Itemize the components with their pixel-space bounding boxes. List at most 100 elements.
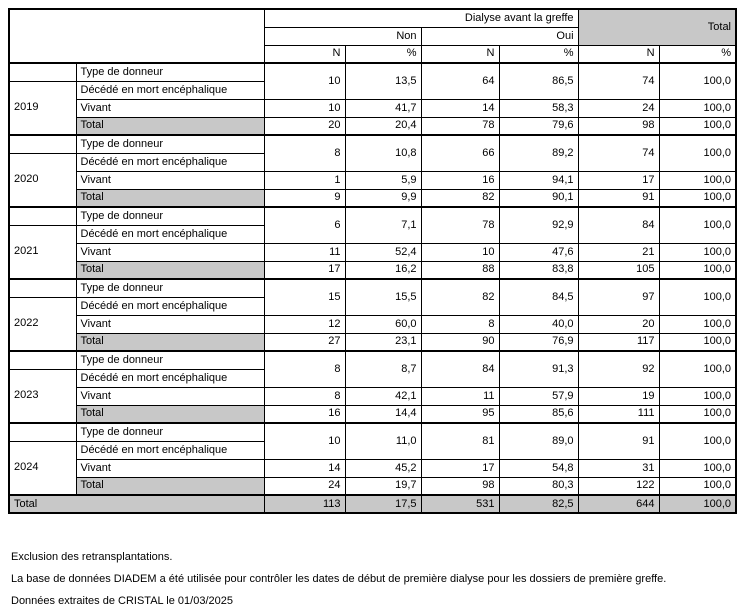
row-label-living: Vivant xyxy=(75,170,265,190)
deceased-data-cell: 84 xyxy=(420,350,500,388)
living-data-cell: 10 xyxy=(420,242,500,262)
table-row: Vivant 12 60,0 8 40,0 20 100,0 xyxy=(9,314,737,334)
n-header: N xyxy=(420,44,500,64)
footnotes: Exclusion des retransplantations. La bas… xyxy=(11,551,731,615)
living-data-cell: 20 xyxy=(577,314,660,334)
year-total-data-cell: 100,0 xyxy=(658,116,737,136)
row-label-deceased: Décédé en mort encéphalique xyxy=(75,152,265,172)
year-total-data-cell: 98 xyxy=(577,116,660,136)
deceased-data-cell: 86,5 xyxy=(498,62,579,100)
table-header: Dialyse avant la greffe Total Non Oui N … xyxy=(8,8,737,64)
year-total-data-cell: 85,6 xyxy=(498,404,579,424)
living-data-cell: 8 xyxy=(263,386,346,406)
year-total-data-cell: 100,0 xyxy=(658,404,737,424)
footnote-extraction-date: Données extraites de CRISTAL le 01/03/20… xyxy=(11,595,233,607)
header-row-measures: N % N % N % xyxy=(9,44,737,64)
table-body: Type de donneur 10 13,5 64 86,5 74 100,0 2019 Dé… xyxy=(8,62,737,514)
row-label-year-total: Total xyxy=(75,188,265,208)
table-row: Type de donneur 15 15,5 82 84,5 97 100,0 xyxy=(8,278,737,316)
oui-column-header: Oui xyxy=(420,26,579,46)
deceased-data-cell: 8 xyxy=(263,350,346,388)
non-column-header: Non xyxy=(263,26,422,46)
row-label-living: Vivant xyxy=(75,458,265,478)
year-total-data-cell: 9 xyxy=(263,188,346,208)
year-total-data-cell: 14,4 xyxy=(344,404,422,424)
row-label-type-de-donneur: Type de donneur xyxy=(75,206,265,226)
year-total-data-cell: 90,1 xyxy=(498,188,579,208)
row-label-year-total: Total xyxy=(75,476,265,496)
deceased-data-cell: 84 xyxy=(577,206,660,244)
deceased-data-cell: 6 xyxy=(263,206,346,244)
deceased-data-cell: 15,5 xyxy=(344,278,422,316)
deceased-data-cell: 82 xyxy=(420,278,500,316)
deceased-data-cell: 8 xyxy=(263,134,346,172)
living-data-cell: 19 xyxy=(577,386,660,406)
row-label-deceased: Décédé en mort encéphalique xyxy=(75,440,265,460)
header-row-group: Dialyse avant la greffe Total xyxy=(8,8,737,64)
living-data-cell: 42,1 xyxy=(344,386,422,406)
footnote-diadem: La base de données DIADEM a été utilisée… xyxy=(11,573,667,585)
living-data-cell: 58,3 xyxy=(498,98,579,118)
pct-header: % xyxy=(344,44,422,64)
table-row: Type de donneur 6 7,1 78 92,9 84 100,0 xyxy=(8,206,737,244)
table-row: Total 17 16,2 88 83,8 105 100,0 xyxy=(9,260,737,280)
table-row: 2021 Décédé en mort encéphalique xyxy=(8,224,736,280)
grand-total-data-cell: 82,5 xyxy=(498,494,579,514)
year-total-data-cell: 79,6 xyxy=(498,116,579,136)
table-row: Vivant 14 45,2 17 54,8 31 100,0 xyxy=(9,458,737,478)
deceased-data-cell: 89,0 xyxy=(498,422,579,460)
row-label-living: Vivant xyxy=(75,386,265,406)
n-header: N xyxy=(577,44,660,64)
living-data-cell: 17 xyxy=(420,458,500,478)
living-data-cell: 41,7 xyxy=(344,98,422,118)
table-row: Vivant 11 52,4 10 47,6 21 100,0 xyxy=(9,242,737,262)
year-total-data-cell: 20 xyxy=(263,116,346,136)
living-data-cell: 10 xyxy=(263,98,346,118)
deceased-data-cell: 92,9 xyxy=(498,206,579,244)
table-row: Total 9 9,9 82 90,1 91 100,0 xyxy=(9,188,737,208)
grand-total-data-cell: 113 xyxy=(263,494,346,514)
row-label-type-de-donneur: Type de donneur xyxy=(75,62,265,82)
year-total-data-cell: 98 xyxy=(420,476,500,496)
column-group-header: Dialyse avant la greffe xyxy=(263,8,579,28)
corner-cell xyxy=(8,8,265,64)
year-total-data-cell: 100,0 xyxy=(658,332,737,352)
grand-total-data-cell: 644 xyxy=(577,494,660,514)
deceased-data-cell: 89,2 xyxy=(498,134,579,172)
deceased-data-cell: 10 xyxy=(263,422,346,460)
deceased-data-cell: 11,0 xyxy=(344,422,422,460)
deceased-data-cell: 100,0 xyxy=(658,134,737,172)
row-label-deceased: Décédé en mort encéphalique xyxy=(75,296,265,316)
year-total-data-cell: 20,4 xyxy=(344,116,422,136)
year-label: 2020 xyxy=(8,152,77,208)
year-total-data-cell: 16,2 xyxy=(344,260,422,280)
row-label-year-total: Total xyxy=(75,260,265,280)
grand-total-data-cell: 100,0 xyxy=(658,494,737,514)
row-label-deceased: Décédé en mort encéphalique xyxy=(75,368,265,388)
year-spacer-cell xyxy=(8,278,77,298)
deceased-data-cell: 81 xyxy=(420,422,500,460)
living-data-cell: 94,1 xyxy=(498,170,579,190)
table-row: Total 113 17,5 531 82,5 644 100,0 xyxy=(8,494,737,514)
living-data-cell: 54,8 xyxy=(498,458,579,478)
table-row: Type de donneur 8 8,7 84 91,3 92 100,0 xyxy=(8,350,737,388)
deceased-data-cell: 78 xyxy=(420,206,500,244)
living-data-cell: 100,0 xyxy=(658,458,737,478)
year-total-data-cell: 122 xyxy=(577,476,660,496)
deceased-data-cell: 100,0 xyxy=(658,422,737,460)
deceased-data-cell: 91,3 xyxy=(498,350,579,388)
row-label-type-de-donneur: Type de donneur xyxy=(75,350,265,370)
living-data-cell: 11 xyxy=(263,242,346,262)
deceased-data-cell: 10,8 xyxy=(344,134,422,172)
n-header: N xyxy=(263,44,346,64)
year-spacer-cell xyxy=(8,134,77,154)
year-total-data-cell: 76,9 xyxy=(498,332,579,352)
row-label-type-de-donneur: Type de donneur xyxy=(75,422,265,442)
year-total-data-cell: 100,0 xyxy=(658,476,737,496)
year-total-data-cell: 90 xyxy=(420,332,500,352)
row-label-living: Vivant xyxy=(75,98,265,118)
table-row: Total 16 14,4 95 85,6 111 100,0 xyxy=(9,404,737,424)
living-data-cell: 57,9 xyxy=(498,386,579,406)
living-data-cell: 14 xyxy=(263,458,346,478)
